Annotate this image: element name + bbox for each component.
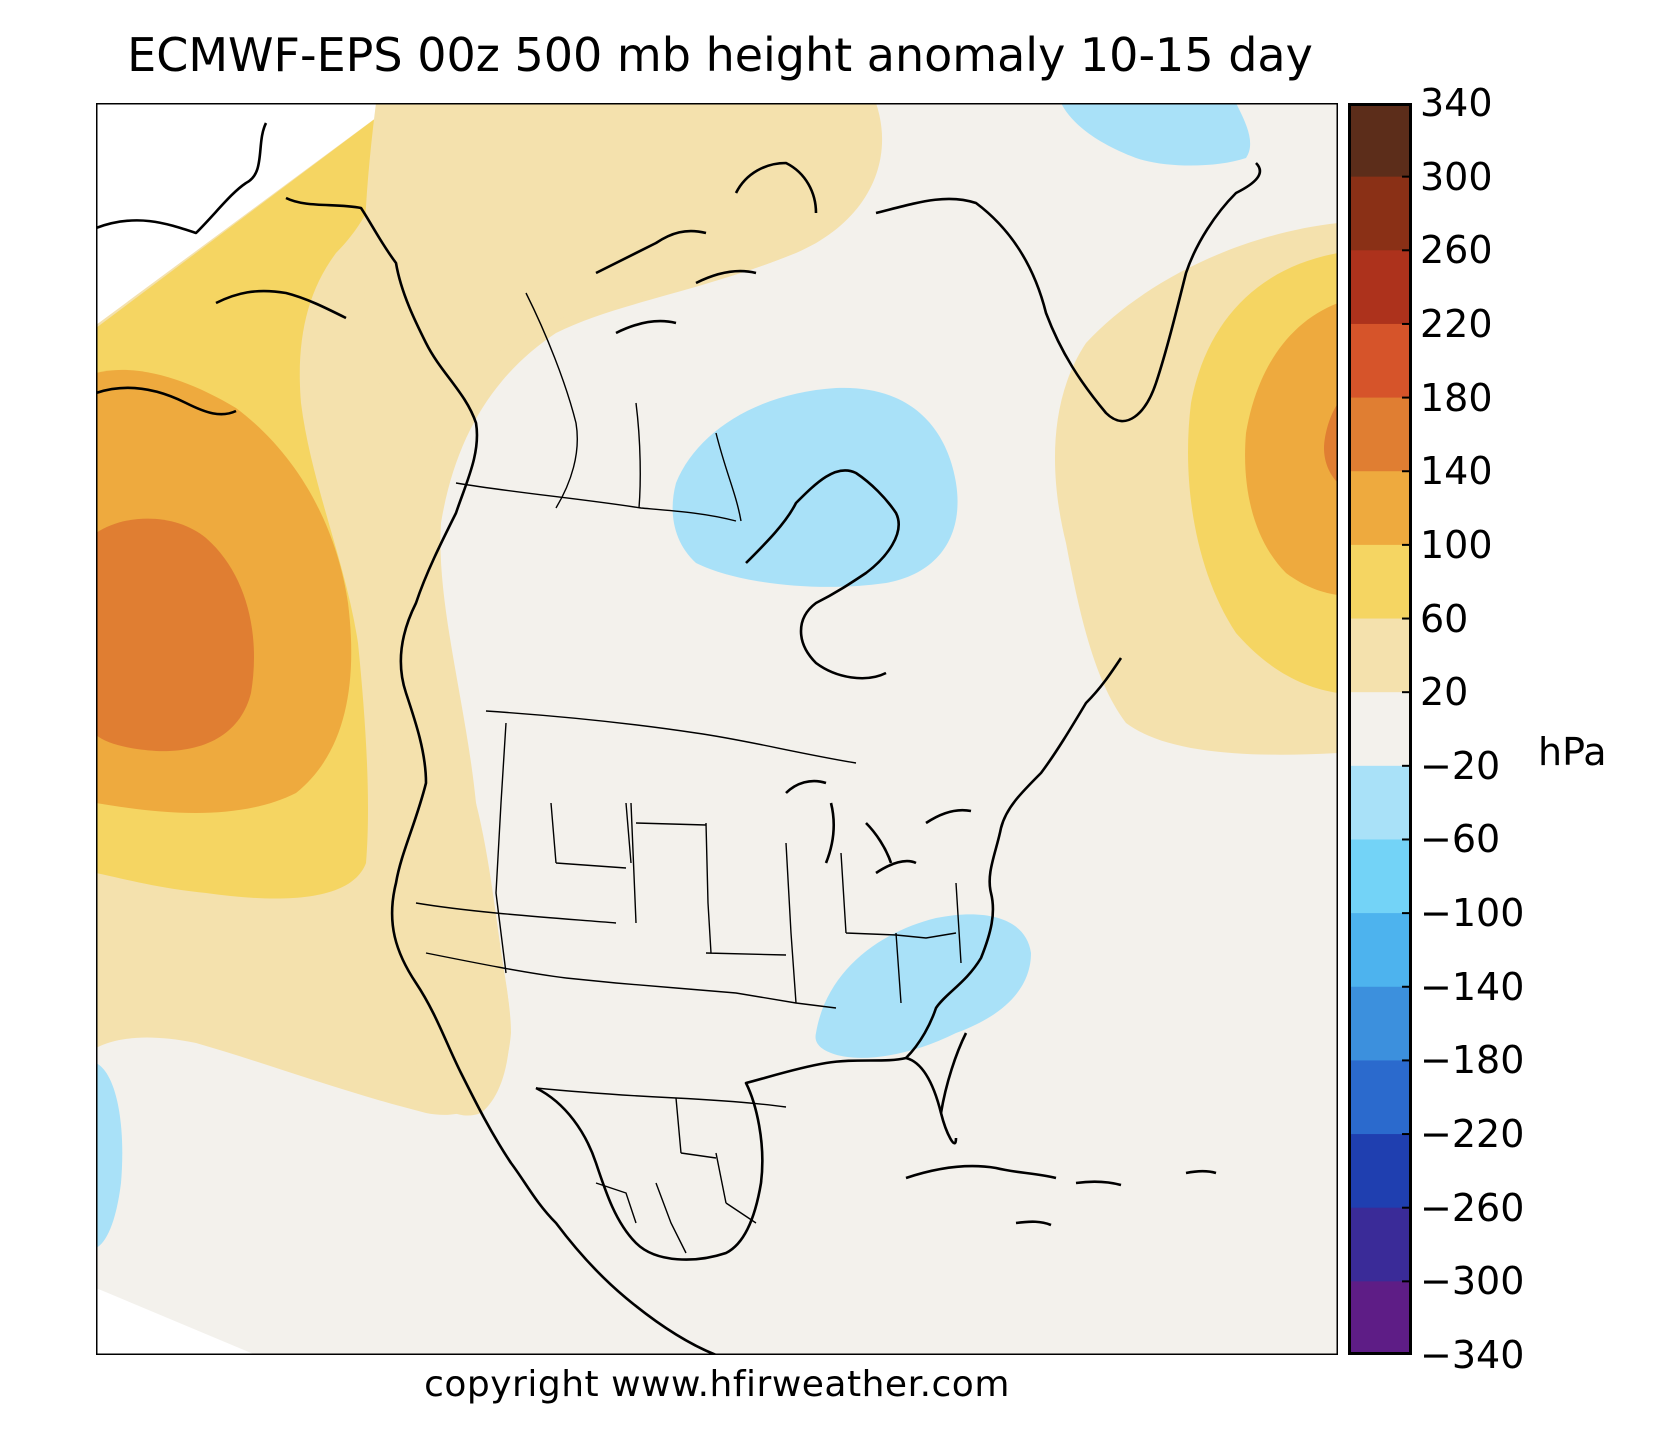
colorbar-bin — [1348, 103, 1412, 178]
atlantic-anomaly-140 — [1324, 403, 1338, 483]
colorbar-tick-label: 60 — [1420, 596, 1469, 641]
colorbar-tick-label: 220 — [1420, 301, 1493, 346]
colorbar-tick-label: 100 — [1420, 522, 1493, 567]
copyright-text: copyright www.hfirweather.com — [424, 1364, 1010, 1405]
colorbar-bin — [1348, 618, 1412, 693]
colorbar-tick-label: −340 — [1420, 1333, 1525, 1377]
colorbar-tick-label: 300 — [1420, 154, 1493, 199]
colorbar-unit-label: hPa — [1538, 730, 1607, 774]
pacific-anomaly-neg20 — [96, 1063, 123, 1248]
colorbar — [1348, 103, 1412, 1355]
colorbar-bin — [1348, 250, 1412, 325]
colorbar-tick-label: −300 — [1420, 1259, 1525, 1304]
colorbar-bin — [1348, 839, 1412, 914]
colorbar-tick-label: 20 — [1420, 670, 1469, 715]
coastlines — [96, 122, 1262, 1355]
colorbar-tick-label: −140 — [1420, 964, 1525, 1009]
colorbar-bin — [1348, 986, 1412, 1061]
colorbar-bin — [1348, 323, 1412, 399]
colorbar-tick-label: 260 — [1420, 228, 1493, 273]
colorbar-tick-label: −220 — [1420, 1112, 1525, 1157]
hudson-bay-anomaly-neg20 — [672, 387, 958, 587]
colorbar-frame — [1348, 103, 1412, 1355]
atlantic-anomaly-100 — [1245, 303, 1338, 595]
nodata-bottom-left — [96, 1288, 256, 1355]
colorbar-tick-label: −60 — [1420, 817, 1501, 862]
canada-anomaly-20 — [364, 103, 878, 483]
colorbar-bin — [1348, 544, 1412, 620]
colorbar-tick-label: −100 — [1420, 891, 1525, 936]
arctic-anomaly-neg20 — [1061, 103, 1251, 166]
colorbar-tick-label: −20 — [1420, 743, 1501, 788]
anomaly-map — [96, 103, 1338, 1355]
colorbar-bin — [1348, 692, 1412, 767]
chart-title: ECMWF-EPS 00z 500 mb height anomaly 10-1… — [127, 28, 1313, 82]
political-borders — [415, 292, 962, 1254]
colorbar-bin — [1348, 913, 1412, 988]
colorbar-bin — [1348, 1281, 1412, 1355]
colorbar-bin — [1348, 1060, 1412, 1135]
southeast-anomaly-neg20 — [815, 914, 1031, 1058]
colorbar-tick-label: 340 — [1420, 81, 1493, 125]
colorbar-bin — [1348, 1134, 1412, 1209]
westus-anomaly-20 — [379, 703, 510, 1116]
colorbar-tick-label: −260 — [1420, 1185, 1525, 1230]
colorbar-bin — [1348, 176, 1412, 251]
colorbar-bin — [1348, 397, 1412, 472]
pacific-anomaly-140 — [96, 518, 254, 752]
colorbar-tick-label: 140 — [1420, 449, 1493, 494]
colorbar-tick-label: 180 — [1420, 375, 1493, 420]
colorbar-bin — [1348, 765, 1412, 840]
colorbar-bin — [1348, 471, 1412, 546]
colorbar-bin — [1348, 1207, 1412, 1282]
colorbar-tick-label: −180 — [1420, 1038, 1525, 1083]
